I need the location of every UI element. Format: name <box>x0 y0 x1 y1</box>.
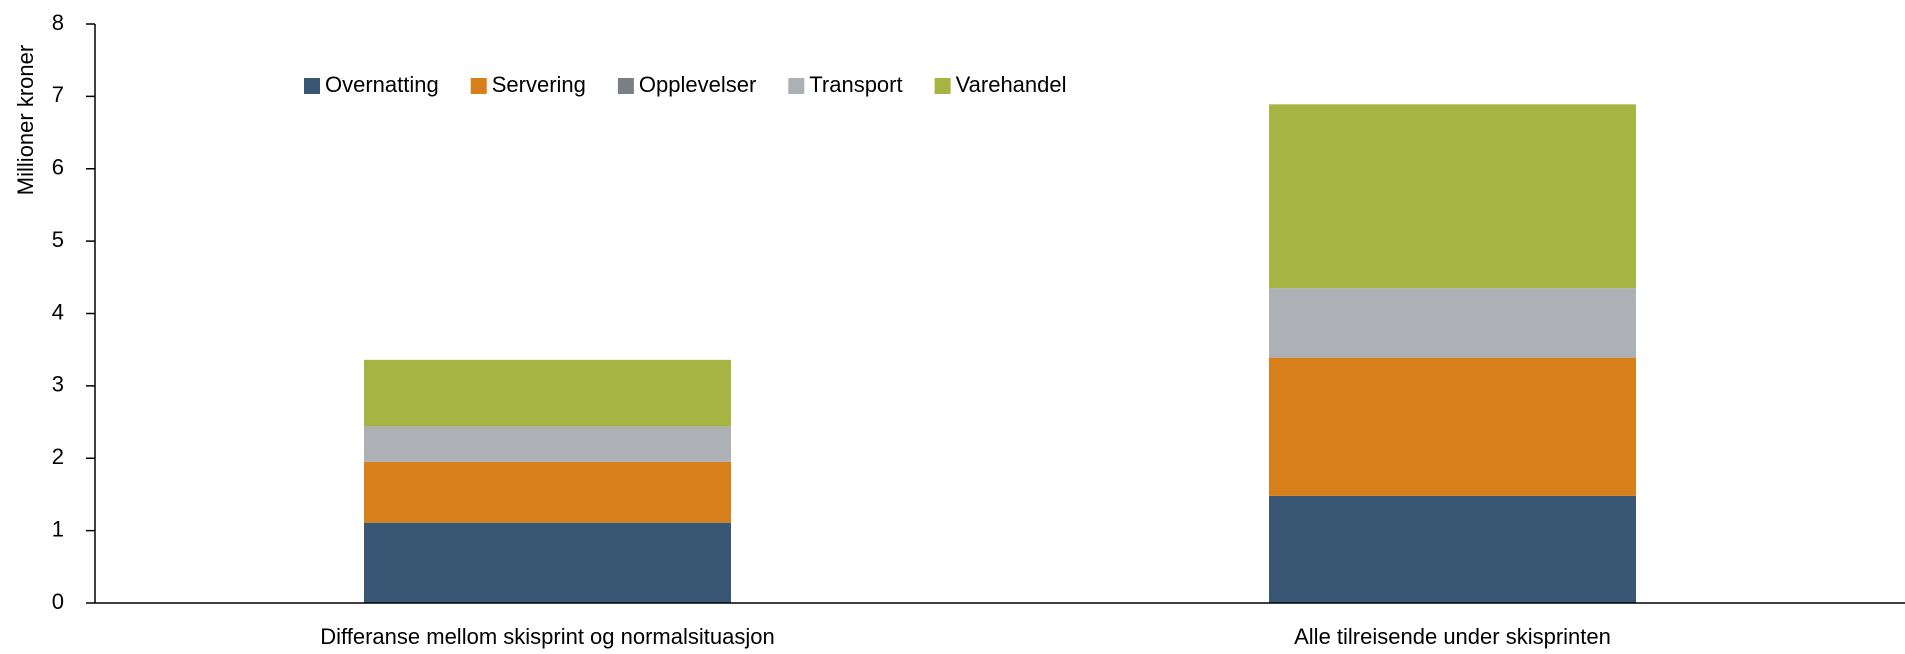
legend-swatch <box>470 78 487 94</box>
y-tick-label: 0 <box>52 589 64 614</box>
bar-segment <box>1269 357 1636 496</box>
legend-swatch <box>788 78 805 94</box>
y-tick-label: 6 <box>52 155 64 180</box>
y-tick-label: 2 <box>52 444 64 469</box>
x-tick-label: Differanse mellom skisprint og normalsit… <box>320 624 774 649</box>
x-tick-label: Alle tilreisende under skisprinten <box>1294 624 1611 649</box>
y-tick-label: 8 <box>52 10 64 35</box>
legend-label: Opplevelser <box>639 72 756 97</box>
bar-segment <box>364 522 731 603</box>
legend-label: Varehandel <box>956 72 1067 97</box>
y-tick-label: 1 <box>52 516 64 541</box>
y-axis-label: Millioner kroner <box>13 45 38 195</box>
legend-label: Transport <box>809 72 902 97</box>
y-tick-label: 5 <box>52 227 64 252</box>
legend-label: Servering <box>492 72 586 97</box>
legend-swatch <box>934 78 951 94</box>
bar-segment <box>1269 288 1636 358</box>
y-tick-label: 4 <box>52 299 64 324</box>
legend-swatch <box>304 78 320 94</box>
bar-segment <box>364 461 731 523</box>
bar-segment <box>364 426 731 462</box>
y-tick-label: 3 <box>52 372 64 397</box>
bar-segment <box>364 359 731 427</box>
legend-label: Overnatting <box>325 72 439 97</box>
legend-swatch <box>617 78 634 94</box>
bar-segment <box>1269 495 1636 603</box>
bar-segment <box>1269 104 1636 289</box>
y-tick-label: 7 <box>52 82 64 107</box>
